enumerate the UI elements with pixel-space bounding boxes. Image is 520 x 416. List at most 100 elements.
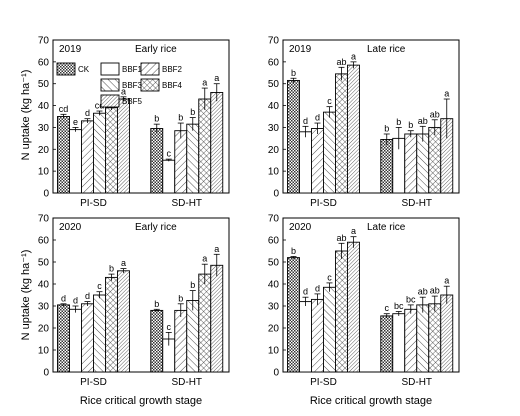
season-label: Late rice — [367, 44, 406, 55]
bar-bbf5 — [117, 270, 130, 373]
significance-letter: e — [73, 117, 78, 127]
bar-bbf1 — [69, 308, 82, 373]
bar-bbf5 — [440, 294, 454, 373]
bar-ck — [150, 128, 164, 194]
y-tick-label: 50 — [38, 258, 50, 269]
y-tick-label: 60 — [268, 236, 280, 247]
significance-letter: b — [109, 264, 114, 274]
legend-swatch-bbf4 — [140, 78, 160, 92]
plot-frame — [282, 217, 460, 373]
year-label: 2020 — [289, 222, 312, 233]
bar-ck — [287, 257, 300, 373]
legend-swatch-bbf5 — [100, 94, 120, 108]
y-tick-label: 50 — [268, 258, 280, 269]
significance-letter: ab — [418, 116, 428, 126]
significance-letter: b — [384, 123, 389, 133]
bar-bbf1 — [392, 313, 406, 373]
bar-bbf2 — [81, 120, 94, 194]
significance-letter: a — [214, 244, 219, 254]
significance-letter: ab — [336, 233, 346, 243]
y-tick-label: 20 — [38, 145, 50, 156]
x-tick-label: SD-HT — [401, 377, 432, 388]
legend-swatch-bbf3 — [100, 78, 120, 92]
y-tick-label: 40 — [268, 101, 280, 112]
significance-letter: d — [315, 113, 320, 123]
x-tick-label: SD-HT — [171, 377, 202, 388]
significance-letter: c — [167, 149, 172, 159]
y-tick-label: 60 — [38, 57, 50, 68]
legend: CK BBF1 BBF2 BBF3 BBF4 BBF5 — [56, 62, 183, 108]
bar-bbf4 — [198, 98, 212, 194]
bar-bbf3 — [93, 294, 106, 373]
significance-letter: a — [202, 254, 207, 264]
bar-bbf4 — [105, 107, 118, 194]
plot-frame — [282, 39, 460, 194]
year-label: 2020 — [59, 222, 82, 233]
significance-letter: d — [85, 108, 90, 118]
significance-letter: b — [291, 68, 296, 78]
y-tick-label: 70 — [38, 214, 50, 225]
year-label: 2019 — [59, 44, 82, 55]
plot-frame — [52, 39, 230, 194]
significance-letter: ab — [430, 109, 440, 119]
legend-swatch-ck — [56, 62, 76, 76]
significance-letter: d — [85, 291, 90, 301]
y-tick-label: 0 — [273, 368, 279, 379]
significance-letter: a — [121, 258, 126, 268]
bar-ck — [57, 304, 70, 373]
significance-letter: c — [327, 96, 332, 106]
significance-letter: cd — [95, 101, 105, 111]
y-axis-label: N uptake (kg ha⁻¹) — [20, 70, 32, 161]
significance-letter: d — [61, 293, 66, 303]
y-tick-label: 30 — [268, 123, 280, 134]
y-tick-label: 30 — [38, 302, 50, 313]
x-axis-label: Rice critical growth stage — [80, 395, 202, 407]
bar-bbf2 — [81, 303, 94, 373]
bar-bbf3 — [416, 304, 430, 373]
bar-bbf2 — [174, 130, 188, 194]
significance-letter: b — [408, 120, 413, 130]
significance-letter: bc — [406, 294, 416, 304]
y-tick-label: 0 — [43, 368, 49, 379]
significance-letter: a — [444, 89, 449, 99]
x-tick-label: PI-SD — [310, 198, 337, 209]
bar-bbf5 — [210, 92, 224, 194]
significance-letter: a — [351, 226, 356, 236]
bar-bbf3 — [323, 286, 336, 373]
bar-bbf1 — [299, 131, 312, 194]
y-tick-label: 40 — [268, 280, 280, 291]
significance-letter: a — [121, 86, 126, 96]
legend-swatch-bbf1 — [100, 62, 120, 76]
bar-ck — [150, 309, 164, 373]
season-label: Late rice — [367, 222, 406, 233]
y-tick-label: 60 — [268, 57, 280, 68]
significance-letter: a — [444, 276, 449, 286]
legend-label-bbf2: BBF2 — [162, 65, 183, 74]
significance-letter: b — [178, 293, 183, 303]
significance-letter: b — [154, 299, 159, 309]
significance-letter: ab — [418, 287, 428, 297]
significance-letter: a — [351, 51, 356, 61]
bar-bbf1 — [299, 301, 312, 373]
bar-bbf4 — [428, 126, 442, 194]
significance-letter: c — [327, 272, 332, 282]
significance-letter: b — [190, 280, 195, 290]
bar-bbf2 — [311, 298, 324, 373]
bar-bbf2 — [174, 309, 188, 373]
y-tick-label: 20 — [38, 324, 50, 335]
x-tick-label: PI-SD — [310, 377, 337, 388]
y-tick-label: 30 — [268, 302, 280, 313]
y-tick-label: 10 — [38, 346, 50, 357]
y-tick-label: 70 — [268, 36, 280, 47]
significance-letter: c — [167, 322, 172, 332]
bar-bbf4 — [198, 273, 212, 373]
bar-bbf4 — [335, 73, 348, 194]
y-axis-label: N uptake (kg ha⁻¹) — [20, 250, 32, 341]
y-tick-label: 10 — [38, 167, 50, 178]
significance-letter: b — [396, 117, 401, 127]
significance-letter: c — [385, 303, 390, 313]
bar-ck — [287, 79, 300, 194]
